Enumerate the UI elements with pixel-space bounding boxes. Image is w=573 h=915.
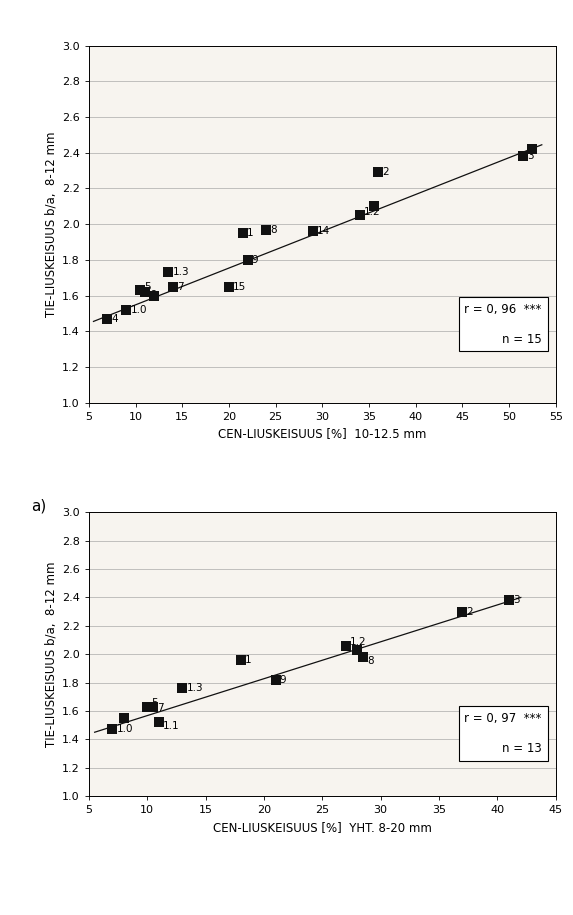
Text: 6: 6: [149, 290, 156, 300]
Text: 2: 2: [383, 167, 389, 178]
Point: [262, 222, 271, 237]
Text: 3: 3: [527, 151, 534, 161]
Text: a): a): [32, 499, 47, 513]
X-axis label: CEN-LIUSKEISUUS [%]  10-12.5 mm: CEN-LIUSKEISUUS [%] 10-12.5 mm: [218, 427, 426, 440]
X-axis label: CEN-LIUSKEISUUS [%]  YHT. 8-20 mm: CEN-LIUSKEISUUS [%] YHT. 8-20 mm: [213, 821, 431, 834]
Point: [154, 715, 163, 729]
Text: 7: 7: [177, 282, 184, 292]
Text: 5: 5: [151, 697, 158, 707]
Point: [236, 652, 245, 667]
Point: [369, 199, 378, 213]
Text: 8: 8: [270, 224, 277, 234]
Point: [178, 681, 187, 695]
Point: [374, 165, 383, 179]
Text: 1.3: 1.3: [186, 684, 203, 694]
Y-axis label: TIE-LIUSKEISUUS b/a,  8-12 mm: TIE-LIUSKEISUUS b/a, 8-12 mm: [45, 132, 58, 317]
Text: 1.2: 1.2: [350, 637, 367, 647]
Point: [136, 283, 145, 297]
Point: [341, 639, 350, 653]
Point: [143, 699, 152, 714]
Text: 1.2: 1.2: [364, 208, 380, 218]
Point: [353, 642, 362, 657]
Text: 7: 7: [157, 703, 164, 713]
Point: [140, 285, 150, 299]
Point: [458, 604, 467, 619]
Text: 4: 4: [112, 314, 118, 324]
Point: [308, 224, 317, 239]
Point: [359, 650, 368, 664]
Text: 1: 1: [247, 228, 254, 238]
Text: 14: 14: [317, 226, 331, 236]
Point: [164, 265, 173, 280]
Point: [121, 303, 131, 318]
Text: 3: 3: [513, 596, 520, 606]
Text: 1.0: 1.0: [116, 725, 133, 735]
Point: [238, 226, 248, 241]
Point: [168, 279, 178, 294]
Point: [108, 722, 117, 737]
Point: [355, 208, 364, 222]
Text: 1.1: 1.1: [163, 721, 180, 731]
Point: [243, 253, 252, 267]
Text: 2: 2: [466, 607, 473, 617]
Text: 1.3: 1.3: [172, 267, 189, 277]
Text: 9: 9: [252, 255, 258, 264]
Point: [148, 699, 158, 714]
Point: [150, 288, 159, 303]
Text: 1.0: 1.0: [130, 305, 147, 315]
Text: 1: 1: [245, 655, 252, 665]
Text: 15: 15: [233, 282, 246, 292]
Point: [271, 673, 280, 687]
Point: [119, 711, 128, 726]
Text: r = 0, 97  ***

n = 13: r = 0, 97 *** n = 13: [465, 712, 542, 755]
Text: 9: 9: [280, 674, 286, 684]
Y-axis label: TIE-LIUSKEISUUS b/a,  8-12 mm: TIE-LIUSKEISUUS b/a, 8-12 mm: [45, 562, 58, 747]
Point: [224, 279, 234, 294]
Point: [103, 311, 112, 326]
Text: r = 0, 96  ***

n = 15: r = 0, 96 *** n = 15: [465, 303, 542, 346]
Text: 8: 8: [367, 656, 374, 666]
Text: 5: 5: [144, 283, 151, 293]
Point: [505, 593, 514, 608]
Point: [528, 142, 537, 156]
Point: [519, 149, 528, 164]
